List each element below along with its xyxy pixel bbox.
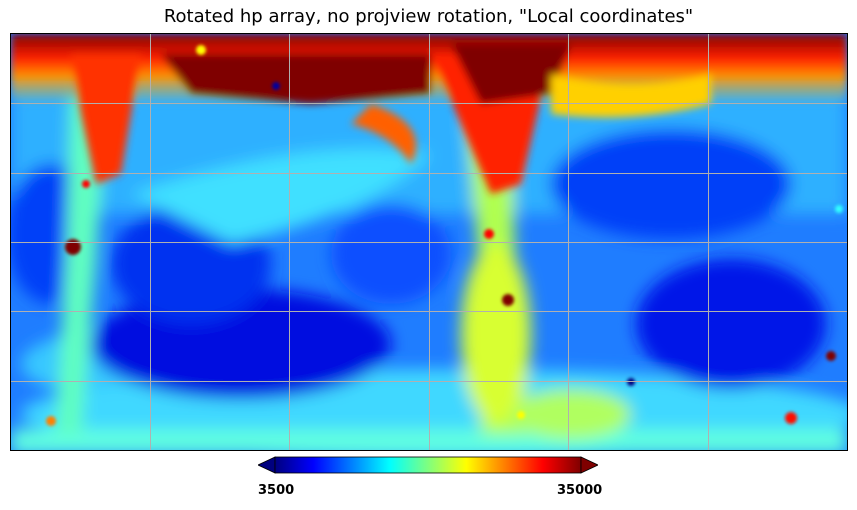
colorbar-min-label: 3500 xyxy=(258,483,295,498)
colorbar-max-label: 35000 xyxy=(557,483,603,498)
graticule xyxy=(11,34,847,450)
plot-title: Rotated hp array, no projview rotation, … xyxy=(163,6,694,27)
colorbar xyxy=(258,456,598,474)
colorbar-min-extend xyxy=(258,456,276,474)
colorbar-max-extend xyxy=(580,456,598,474)
sky-map xyxy=(10,33,848,451)
sky-map-image xyxy=(11,34,847,450)
colorbar-gradient xyxy=(274,456,582,474)
